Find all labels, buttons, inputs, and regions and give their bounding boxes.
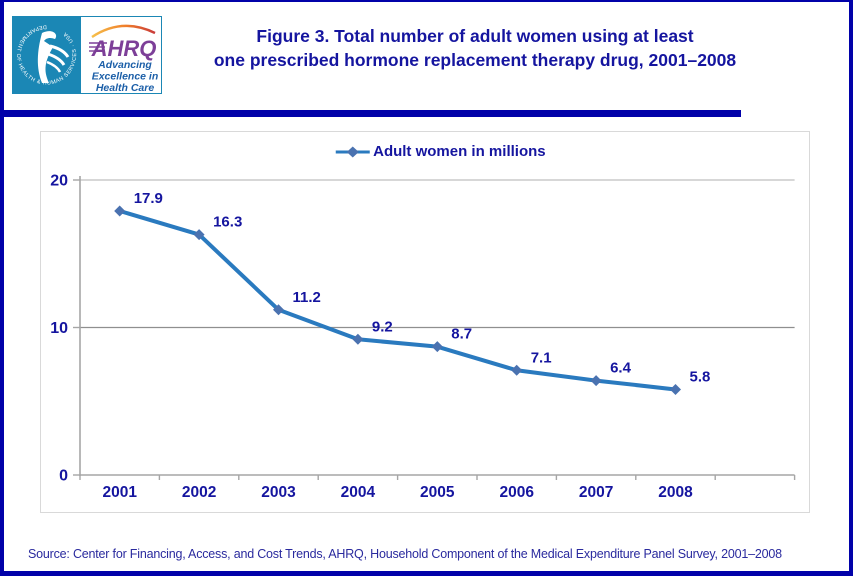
data-point-2005	[431, 341, 443, 353]
tagline-line: Advancing	[97, 59, 152, 71]
x-label-2008: 2008	[658, 484, 693, 501]
chart-area: 0 10 20 2001 2002 2003 2004 2005 2006 2007 2008 17.…	[40, 131, 810, 513]
data-label-2001: 17.9	[134, 190, 163, 207]
data-label-2004: 9.2	[372, 318, 393, 335]
ahrq-speed-lines	[89, 42, 107, 52]
ahrq-acronym: AHRQ	[91, 36, 157, 61]
data-point-2006	[511, 364, 523, 376]
ahrq-hhs-logo: DEPARTMENT OF HEALTH & HUMAN SERVICES · …	[12, 16, 162, 94]
x-label-2007: 2007	[579, 484, 613, 501]
data-label-2006: 7.1	[531, 349, 552, 366]
series-line	[117, 208, 678, 392]
line-chart: 0 10 20 2001 2002 2003 2004 2005 2006 2007 2008 17.…	[50, 173, 796, 501]
data-label-2007: 6.4	[610, 360, 632, 377]
y-tick-label-20: 20	[50, 173, 68, 190]
x-label-2005: 2005	[420, 484, 455, 501]
hhs-eagle-icon	[37, 31, 70, 83]
data-point-2003	[273, 304, 284, 316]
legend-marker-icon	[336, 146, 371, 157]
chart-legend: Adult women in millions	[335, 143, 546, 160]
data-label-2003: 11.2	[293, 289, 321, 306]
data-label-2002: 16.3	[213, 214, 242, 231]
data-point-2002	[193, 229, 205, 241]
x-label-2004: 2004	[341, 484, 376, 501]
figure-title-line2: one prescribed hormone replacement thera…	[213, 50, 737, 70]
y-tick-label-10: 10	[50, 320, 68, 337]
ahrq-tagline: Advancing Excellence in Health Care	[92, 59, 159, 94]
data-point-2007	[590, 375, 602, 387]
legend-label: Adult women in millions	[373, 143, 546, 160]
ahrq-logo-icon: DEPARTMENT OF HEALTH & HUMAN SERVICES · …	[12, 16, 162, 94]
data-label-2008: 5.8	[690, 368, 711, 385]
tagline-line: Health Care	[96, 82, 155, 94]
header-divider	[4, 110, 741, 117]
data-label-2005: 8.7	[451, 326, 472, 343]
data-point-2004	[352, 333, 364, 345]
source-note: Source: Center for Financing, Access, an…	[28, 547, 782, 561]
y-tick-label-0: 0	[59, 468, 68, 485]
x-label-2006: 2006	[499, 484, 534, 501]
x-label-2002: 2002	[182, 484, 216, 501]
figure-title-line1: Figure 3. Total number of adult women us…	[256, 26, 694, 46]
rainbow-arc-icon	[91, 24, 156, 38]
x-label-2001: 2001	[102, 484, 137, 501]
tagline-line: Excellence in	[92, 71, 159, 83]
x-label-2003: 2003	[261, 484, 296, 501]
figure-title: Figure 3. Total number of adult women us…	[169, 24, 781, 72]
data-point-2001	[114, 205, 126, 217]
data-point-2008	[670, 383, 681, 395]
